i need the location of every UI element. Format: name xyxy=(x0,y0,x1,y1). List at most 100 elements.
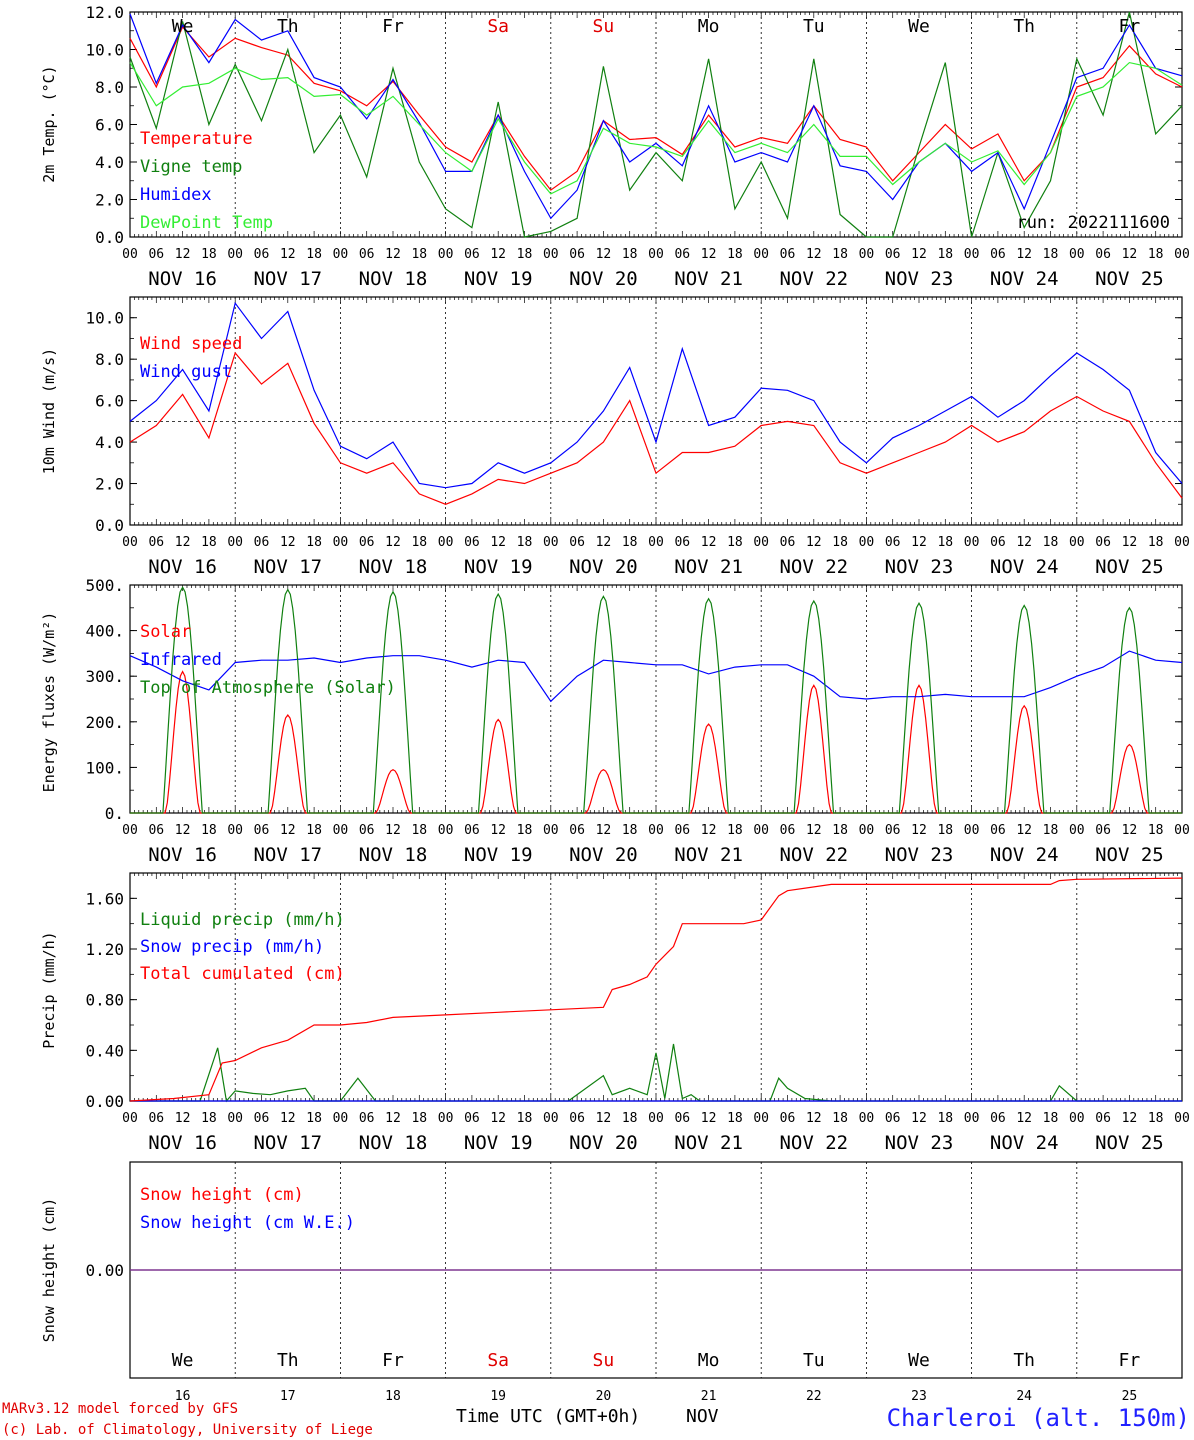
hour-label: 00 xyxy=(122,823,138,838)
hour-label: 06 xyxy=(254,1111,270,1126)
hour-ticks xyxy=(129,297,1183,525)
hour-label: 06 xyxy=(254,247,270,262)
hour-label: 18 xyxy=(727,823,743,838)
day-name: Th xyxy=(277,1350,299,1371)
y-axis: 0. 100. 200. 300. 400. 500. xyxy=(85,576,1182,823)
hour-label: 12 xyxy=(280,1111,296,1126)
hour-label: 18 xyxy=(1043,1111,1059,1126)
hour-label: 00 xyxy=(648,823,664,838)
y-tick-label: 2.0 xyxy=(95,475,124,494)
hour-label: 12 xyxy=(280,247,296,262)
panel-frame xyxy=(129,584,1183,814)
hour-label: 06 xyxy=(359,823,375,838)
hour-ticks xyxy=(129,585,1183,813)
series-line xyxy=(129,13,1183,220)
day-number: 22 xyxy=(806,1389,822,1404)
hour-label: 00 xyxy=(333,535,349,550)
hour-label: 12 xyxy=(1016,535,1032,550)
legend-liquid-precip: Liquid precip (mm/h) xyxy=(140,910,345,930)
y-tick-label: 8.0 xyxy=(95,350,124,369)
hour-label: 18 xyxy=(727,535,743,550)
hour-label: 18 xyxy=(517,823,533,838)
day-name: Sa xyxy=(487,16,509,37)
day-number: 24 xyxy=(1016,1389,1032,1404)
hour-label: 06 xyxy=(148,247,164,262)
hour-label: 06 xyxy=(254,823,270,838)
y-tick-label: 100. xyxy=(85,758,124,777)
hour-label: 12 xyxy=(280,823,296,838)
hour-label: 18 xyxy=(201,823,217,838)
day-name: Su xyxy=(593,16,615,37)
date-label: NOV 17 xyxy=(253,844,322,866)
series-line xyxy=(129,61,1183,195)
date-label: NOV 21 xyxy=(674,1132,743,1154)
date-labels: NOV 16 NOV 17 NOV 18 NOV 19 NOV 20 NOV 21 NOV … xyxy=(148,556,1163,578)
date-label: NOV 21 xyxy=(674,556,743,578)
hour-label: 00 xyxy=(438,823,454,838)
hour-label: 00 xyxy=(1174,1111,1190,1126)
series-line xyxy=(130,1043,1182,1103)
hour-label: 12 xyxy=(385,1111,401,1126)
hour-label: 12 xyxy=(1122,1111,1138,1126)
hour-label: 18 xyxy=(201,1111,217,1126)
hour-label: 12 xyxy=(385,535,401,550)
hour-label: 18 xyxy=(937,535,953,550)
y-tick-label: 200. xyxy=(85,713,124,732)
date-label: NOV 19 xyxy=(464,268,533,290)
y-tick-label: 1.60 xyxy=(85,889,124,908)
date-label: NOV 25 xyxy=(1095,556,1164,578)
day-number: 20 xyxy=(596,1389,612,1404)
hour-label: 18 xyxy=(832,823,848,838)
hour-label: 18 xyxy=(622,823,638,838)
day-separators xyxy=(234,585,1078,813)
date-label: NOV 25 xyxy=(1095,844,1164,866)
hour-label: 12 xyxy=(490,535,506,550)
day-name: Fr xyxy=(382,16,404,37)
hour-label: 12 xyxy=(596,1111,612,1126)
hour-label: 18 xyxy=(517,535,533,550)
day-name: Fr xyxy=(1119,16,1141,37)
date-label: NOV 20 xyxy=(569,268,638,290)
y-tick-label: 300. xyxy=(85,667,124,686)
hour-label: 18 xyxy=(1043,247,1059,262)
day-number: 21 xyxy=(701,1389,717,1404)
hour-label: 18 xyxy=(832,247,848,262)
y-tick-label: 0. xyxy=(105,804,124,823)
hour-label: 00 xyxy=(753,247,769,262)
hour-label: 18 xyxy=(937,1111,953,1126)
legend-infrared: Infrared xyxy=(140,650,222,670)
hour-label: 00 xyxy=(1174,823,1190,838)
hour-label: 12 xyxy=(490,1111,506,1126)
hour-label: 00 xyxy=(964,247,980,262)
hour-label: 18 xyxy=(411,1111,427,1126)
hour-label: 00 xyxy=(227,823,243,838)
hour-label: 00 xyxy=(333,823,349,838)
hour-label: 18 xyxy=(1148,823,1164,838)
y-tick-label: 4.0 xyxy=(95,153,124,172)
hour-label: 00 xyxy=(438,535,454,550)
hour-label: 12 xyxy=(806,247,822,262)
hour-labels: 00 06 12 18 00 06 12 18 00 06 12 18 00 06 12 18 00 06 12 18… xyxy=(122,1111,1190,1126)
hour-label: 00 xyxy=(648,1111,664,1126)
legend-snow-height-we: Snow height (cm W.E.) xyxy=(140,1213,355,1233)
day-name: Th xyxy=(1013,1350,1035,1371)
station-name: Charleroi (alt. 150m) xyxy=(887,1404,1190,1432)
date-label: NOV 24 xyxy=(990,844,1059,866)
date-label: NOV 19 xyxy=(464,1132,533,1154)
day-number: 16 xyxy=(175,1389,191,1404)
credit-line-1: MARv3.12 model forced by GFS xyxy=(2,1401,238,1417)
day-names-top: We Th Fr Sa Su Mo Tu We Th Fr xyxy=(172,16,1141,37)
legend-total-cumulated: Total cumulated (cm) xyxy=(140,964,345,984)
hour-label: 06 xyxy=(674,1111,690,1126)
hour-label: 18 xyxy=(622,535,638,550)
day-name: Tu xyxy=(803,16,825,37)
legend-vigne-temp: Vigne temp xyxy=(140,157,242,177)
hour-label: 12 xyxy=(175,823,191,838)
hour-label: 12 xyxy=(1122,823,1138,838)
day-separators xyxy=(234,1162,1078,1378)
series-layer xyxy=(129,877,1183,1103)
hour-label: 12 xyxy=(490,247,506,262)
hour-label: 12 xyxy=(1122,535,1138,550)
hour-label: 12 xyxy=(175,535,191,550)
day-numbers: 16 17 18 19 20 21 22 23 24 25 xyxy=(175,1389,1137,1404)
